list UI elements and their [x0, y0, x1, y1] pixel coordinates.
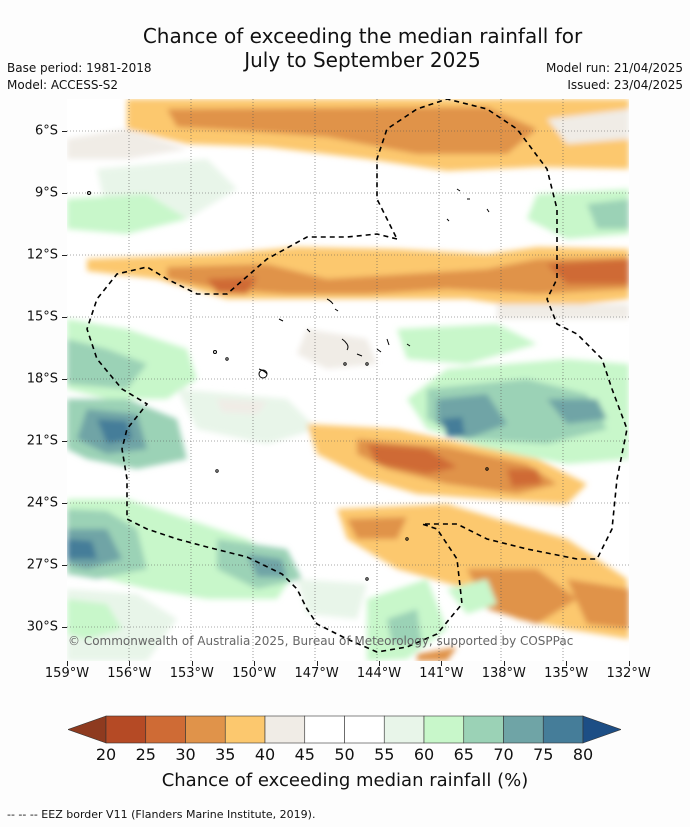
colorbar-tick-label: 45: [294, 745, 315, 764]
lat-label: 21°S: [26, 433, 58, 449]
lon-label: 135°W: [544, 666, 589, 681]
lat-tick: [62, 627, 67, 628]
lat-label: 27°S: [26, 557, 58, 573]
islands: [87, 188, 490, 581]
eez-border: [86, 99, 628, 653]
colorbar-swatch: [185, 715, 226, 744]
lat-tick: [62, 193, 67, 194]
lat-label: 15°S: [26, 309, 58, 325]
lon-label: 153°W: [169, 666, 214, 681]
lon-tick: [628, 661, 630, 666]
lon-label: 147°W: [294, 666, 339, 681]
colorbar: [68, 715, 621, 744]
model-run: Model run: 21/04/2025: [545, 61, 683, 75]
copyright-notice: © Commonwealth of Australia 2025, Bureau…: [68, 634, 574, 648]
lon-tick: [254, 661, 256, 666]
lon-tick: [379, 661, 380, 666]
lon-tick: [191, 661, 193, 666]
lat-label: 18°S: [26, 371, 58, 387]
lat-tick: [62, 255, 67, 256]
colorbar-swatch: [224, 715, 266, 744]
lon-label: 132°W: [606, 666, 651, 681]
lon-label: 144°W: [356, 666, 402, 681]
lat-label: 24°S: [26, 495, 58, 511]
lon-label: 141°W: [419, 666, 464, 681]
lat-tick: [62, 565, 67, 566]
colorbar-swatch: [503, 715, 544, 744]
graticule: [67, 99, 629, 661]
colorbar-swatch: [304, 715, 345, 744]
lon-label: 156°W: [107, 666, 152, 681]
colorbar-tick-label: 40: [254, 745, 276, 764]
colorbar-swatch: [344, 715, 385, 744]
base-period: Base period: 1981-2018: [7, 61, 152, 75]
colorbar-tick-label: 20: [95, 745, 117, 764]
lon-tick: [316, 661, 318, 666]
lon-tick: [129, 661, 131, 666]
colorbar-tick-label: 25: [135, 745, 156, 764]
colorbar-swatch: [463, 715, 504, 744]
lon-tick: [566, 661, 568, 666]
colorbar-arrow-high: [582, 715, 621, 744]
colorbar-tick-label: 30: [175, 745, 196, 764]
colorbar-swatch: [383, 715, 425, 744]
colorbar-tick-label: 80: [572, 745, 594, 764]
lat-tick: [62, 441, 67, 442]
lon-label: 150°W: [232, 666, 277, 681]
colorbar-tick-label: 60: [413, 745, 435, 764]
issued-date: Issued: 23/04/2025: [567, 78, 683, 92]
lon-label: 159°W: [44, 666, 90, 681]
map-title-line2: July to September 2025: [244, 48, 481, 72]
lat-label: 30°S: [26, 619, 58, 635]
meta-left: Base period: 1981-2018 Model: ACCESS-S2: [7, 60, 152, 94]
rainfall-map: [67, 99, 629, 661]
model-name: Model: ACCESS-S2: [7, 78, 119, 92]
map-svg: [67, 99, 629, 661]
lon-label: 138°W: [481, 666, 526, 681]
colorbar-title: Chance of exceeding median rainfall (%): [161, 770, 529, 791]
colorbar-tick-label: 70: [493, 745, 514, 764]
lon-tick: [441, 661, 443, 666]
colorbar-tick-label: 50: [334, 745, 355, 764]
lon-tick: [503, 661, 505, 666]
colorbar-swatch: [423, 715, 465, 744]
colorbar-tick-label: 65: [453, 745, 474, 764]
lat-tick: [62, 131, 67, 132]
lat-label: 12°S: [26, 247, 58, 263]
lat-tick: [62, 503, 67, 504]
colorbar-swatch: [105, 715, 147, 744]
lat-tick: [62, 379, 67, 380]
colorbar-arrow-low: [68, 715, 107, 744]
map-title-line1: Chance of exceeding the median rainfall …: [142, 24, 583, 48]
meta-right: Model run: 21/04/2025 Issued: 23/04/2025: [546, 60, 683, 94]
colorbar-swatch: [542, 715, 584, 744]
eez-footnote: -- -- -- EEZ border V11 (Flanders Marine…: [7, 808, 316, 821]
colorbar-swatch: [145, 715, 186, 744]
lon-tick: [67, 661, 68, 666]
lat-label: 9°S: [34, 185, 58, 201]
colorbar-tick-label: 35: [215, 745, 236, 764]
colorbar-tick-label: 55: [374, 745, 395, 764]
lat-tick: [62, 317, 67, 318]
rainfall-fields: [67, 99, 629, 661]
colorbar-swatch: [264, 715, 306, 744]
lat-label: 6°S: [34, 123, 58, 139]
colorbar-tick-label: 75: [533, 745, 554, 764]
